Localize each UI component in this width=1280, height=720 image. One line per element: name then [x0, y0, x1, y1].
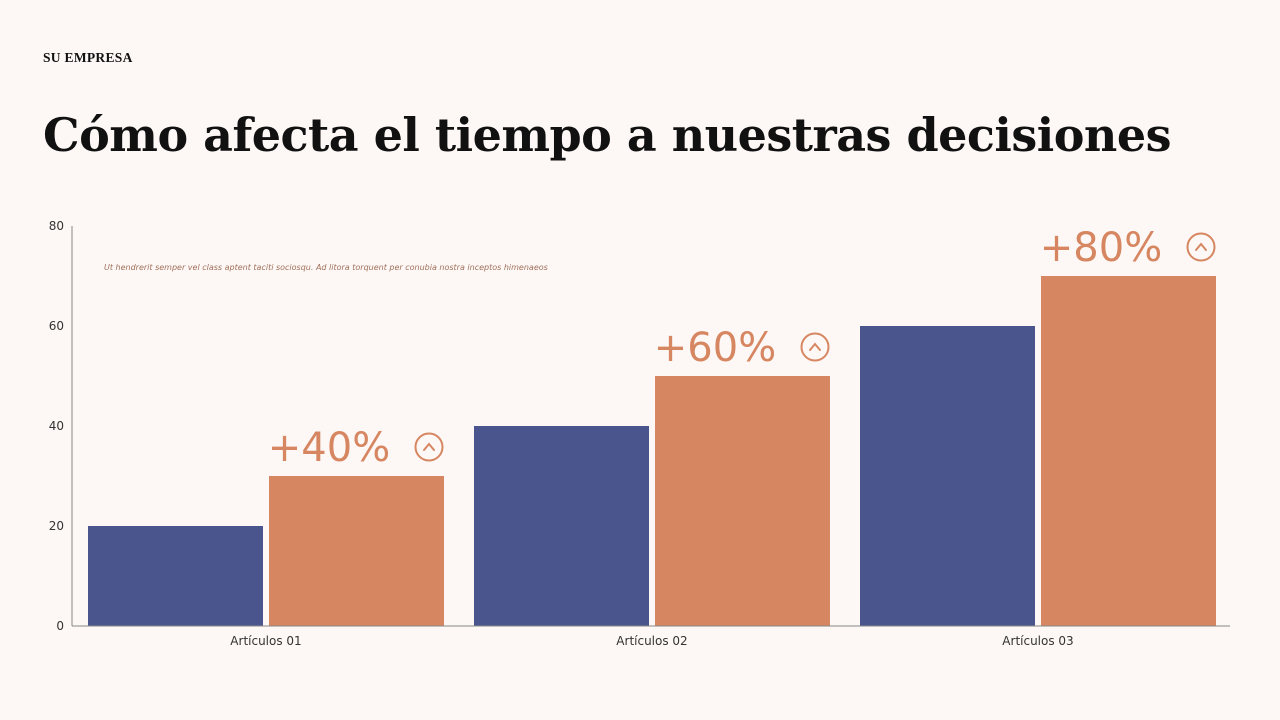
- bar-series2-1: [269, 476, 444, 626]
- x-tick-label: Artículos 02: [616, 634, 687, 648]
- y-tick-label: 0: [56, 619, 64, 633]
- data-label: +40%: [268, 425, 390, 471]
- page-title: Cómo afecta el tiempo a nuestras decisio…: [43, 108, 1172, 162]
- chevron-up-circle-icon: [800, 332, 830, 362]
- data-label: +60%: [654, 325, 776, 371]
- bar-series1-2: [474, 426, 649, 626]
- bar-series2-2: [655, 376, 830, 626]
- company-name: SU EMPRESA: [43, 50, 133, 65]
- bar-series2-3: [1041, 276, 1216, 626]
- chevron-up-circle-icon: [1186, 232, 1216, 262]
- chevron-up-icon: [423, 442, 435, 451]
- y-tick-label: 40: [49, 419, 64, 433]
- chevron-up-icon: [809, 342, 821, 351]
- chevron-up-icon: [1195, 242, 1207, 251]
- y-tick-label: 60: [49, 319, 64, 333]
- data-label: +80%: [1040, 225, 1162, 271]
- chevron-up-circle-icon: [414, 432, 444, 462]
- x-tick-label: Artículos 01: [230, 634, 301, 648]
- y-tick-label: 80: [49, 219, 64, 233]
- y-tick-label: 20: [49, 519, 64, 533]
- chart-annotation: Ut hendrerit semper vel class aptent tac…: [104, 263, 548, 272]
- x-tick-label: Artículos 03: [1002, 634, 1073, 648]
- bar-series1-1: [88, 526, 263, 626]
- bar-series1-3: [860, 326, 1035, 626]
